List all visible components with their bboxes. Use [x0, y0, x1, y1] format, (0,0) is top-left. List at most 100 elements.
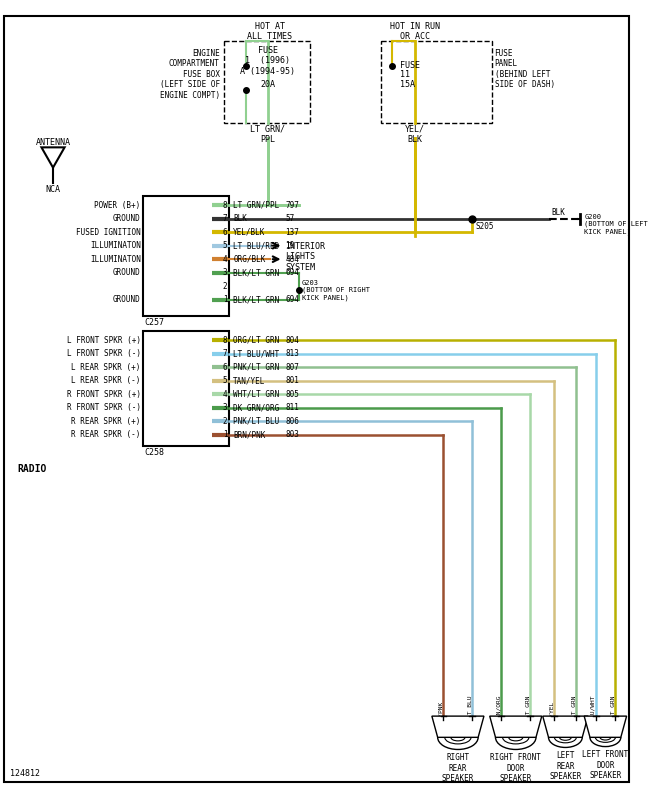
Text: FUSED IGNITION: FUSED IGNITION	[76, 228, 141, 237]
Text: BLK/LT GRN: BLK/LT GRN	[234, 295, 279, 304]
Text: 797: 797	[285, 200, 299, 209]
Text: R FRONT SPKR (-): R FRONT SPKR (-)	[67, 403, 141, 412]
Text: 811: 811	[285, 403, 299, 412]
Text: BRN/PNK: BRN/PNK	[438, 701, 443, 727]
Text: 1: 1	[223, 430, 228, 439]
Text: BLK/LT GRN: BLK/LT GRN	[234, 268, 279, 277]
Text: G203
(BOTTOM OF RIGHT
KICK PANEL): G203 (BOTTOM OF RIGHT KICK PANEL)	[302, 280, 370, 301]
Text: LT BLU/RED: LT BLU/RED	[234, 241, 279, 250]
Text: 2: 2	[223, 282, 228, 290]
Text: C258: C258	[144, 448, 165, 457]
Text: G200
(BOTTOM OF LEFT
KICK PANEL): G200 (BOTTOM OF LEFT KICK PANEL)	[584, 214, 648, 235]
Text: C257: C257	[144, 318, 165, 327]
Text: S205: S205	[475, 221, 494, 231]
Text: 805: 805	[285, 390, 299, 399]
Text: FUSE
PANEL
(BEHIND LEFT
SIDE OF DASH): FUSE PANEL (BEHIND LEFT SIDE OF DASH)	[495, 49, 555, 89]
Text: LEFT FRONT
DOOR
SPEAKER: LEFT FRONT DOOR SPEAKER	[583, 751, 628, 780]
Text: 813: 813	[285, 349, 299, 358]
Text: RIGHT
REAR
SPEAKER: RIGHT REAR SPEAKER	[441, 753, 474, 783]
Text: 5: 5	[223, 241, 228, 250]
Text: NCA: NCA	[45, 185, 60, 194]
Bar	[224, 42, 310, 124]
Text: L REAR SPKR (+): L REAR SPKR (+)	[72, 363, 141, 371]
Bar	[380, 42, 491, 124]
Text: FUSE: FUSE	[400, 61, 420, 70]
Text: POWER (B+): POWER (B+)	[94, 200, 141, 209]
Text: 1  (1996): 1 (1996)	[245, 56, 291, 65]
Text: 694: 694	[285, 268, 299, 277]
Text: 3: 3	[223, 268, 228, 277]
Text: BLK: BLK	[552, 208, 565, 217]
Text: R FRONT SPKR (+): R FRONT SPKR (+)	[67, 390, 141, 399]
Text: ILLUMINATON: ILLUMINATON	[90, 255, 141, 264]
Text: 801: 801	[285, 376, 299, 385]
Text: 6: 6	[223, 363, 228, 371]
Text: ORG/LT GRN: ORG/LT GRN	[610, 695, 615, 733]
Text: R REAR SPKR (+): R REAR SPKR (+)	[72, 416, 141, 426]
Bar	[142, 196, 230, 316]
Text: DK GRN/ORG: DK GRN/ORG	[234, 403, 279, 412]
Text: 6: 6	[223, 228, 228, 237]
Text: 137: 137	[285, 228, 299, 237]
Polygon shape	[543, 716, 588, 737]
Text: 5: 5	[223, 376, 228, 385]
Text: LT BLU/WHT: LT BLU/WHT	[234, 349, 279, 358]
Text: PNK/LT BLU: PNK/LT BLU	[467, 695, 472, 733]
Text: YEL/
BLK: YEL/ BLK	[405, 124, 424, 144]
Text: 804: 804	[285, 336, 299, 345]
Text: 807: 807	[285, 363, 299, 371]
Text: L FRONT SPKR (-): L FRONT SPKR (-)	[67, 349, 141, 358]
Text: 11: 11	[400, 71, 410, 79]
Text: LT GRN/
PPL: LT GRN/ PPL	[251, 124, 285, 144]
Text: 803: 803	[285, 430, 299, 439]
Text: BLK: BLK	[234, 214, 247, 223]
Text: LT GRN/PPL: LT GRN/PPL	[234, 200, 279, 209]
Text: 20A: 20A	[260, 80, 276, 89]
Polygon shape	[432, 716, 484, 737]
Text: FUSE: FUSE	[258, 47, 278, 55]
Text: HOT AT
ALL TIMES: HOT AT ALL TIMES	[247, 22, 293, 42]
Text: TAN/YEL: TAN/YEL	[234, 376, 266, 385]
Text: DK GRN/ORG: DK GRN/ORG	[497, 695, 501, 733]
Text: R REAR SPKR (-): R REAR SPKR (-)	[72, 430, 141, 439]
Text: 4: 4	[223, 390, 228, 399]
Text: 4: 4	[223, 255, 228, 264]
Text: BRN/PNK: BRN/PNK	[234, 430, 266, 439]
Text: 806: 806	[285, 416, 299, 426]
Text: TAN/YEL: TAN/YEL	[549, 701, 554, 727]
Text: ENGINE
COMPARTMENT
FUSE BOX
(LEFT SIDE OF
ENGINE COMPT): ENGINE COMPARTMENT FUSE BOX (LEFT SIDE O…	[159, 49, 220, 99]
Text: ORG/LT GRN: ORG/LT GRN	[234, 336, 279, 345]
Text: GROUND: GROUND	[113, 214, 141, 223]
Polygon shape	[584, 716, 626, 737]
Text: L FRONT SPKR (+): L FRONT SPKR (+)	[67, 336, 141, 345]
Text: 8: 8	[223, 336, 228, 345]
Bar	[142, 330, 230, 446]
Text: GROUND: GROUND	[113, 295, 141, 304]
Text: 7: 7	[223, 349, 228, 358]
Text: A (1994-95): A (1994-95)	[241, 67, 295, 76]
Text: 1: 1	[223, 295, 228, 304]
Text: GROUND: GROUND	[113, 268, 141, 277]
Text: PNK/LT GRN: PNK/LT GRN	[234, 363, 279, 371]
Text: LEFT
REAR
SPEAKER: LEFT REAR SPEAKER	[549, 751, 582, 781]
Text: INTERIOR
LIGHTS
SYSTEM: INTERIOR LIGHTS SYSTEM	[285, 242, 325, 272]
Text: 484: 484	[285, 255, 299, 264]
Text: RADIO: RADIO	[17, 464, 47, 473]
Text: PNK/LT BLU: PNK/LT BLU	[234, 416, 279, 426]
Text: 8: 8	[223, 200, 228, 209]
Text: YEL/BLK: YEL/BLK	[234, 228, 266, 237]
Text: HOT IN RUN
OR ACC: HOT IN RUN OR ACC	[390, 22, 440, 42]
Text: 3: 3	[223, 403, 228, 412]
Text: RIGHT FRONT
DOOR
SPEAKER: RIGHT FRONT DOOR SPEAKER	[490, 753, 541, 783]
Text: ILLUMINATON: ILLUMINATON	[90, 241, 141, 250]
Text: ORG/BLK: ORG/BLK	[234, 255, 266, 264]
Text: 2: 2	[223, 416, 228, 426]
Text: 15A: 15A	[400, 80, 415, 89]
Text: PNK/LT GRN: PNK/LT GRN	[571, 695, 577, 733]
Text: 7: 7	[223, 214, 228, 223]
Polygon shape	[490, 716, 542, 737]
Text: ANTENNA: ANTENNA	[35, 138, 71, 147]
Text: 124812: 124812	[10, 769, 39, 778]
Text: WHT/LT GRN: WHT/LT GRN	[234, 390, 279, 399]
Text: 694: 694	[285, 295, 299, 304]
